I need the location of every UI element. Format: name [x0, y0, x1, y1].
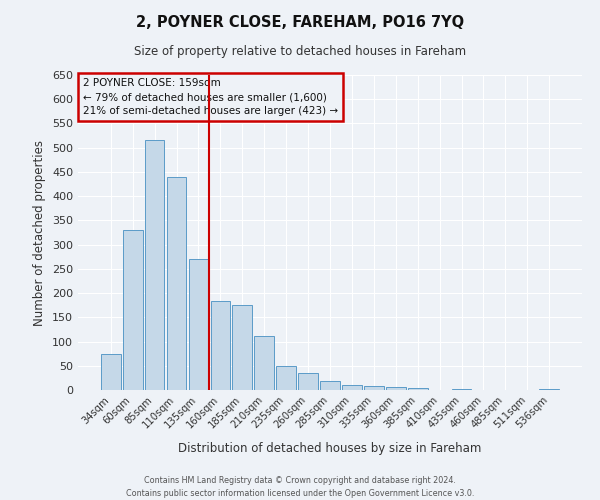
Text: Contains HM Land Registry data © Crown copyright and database right 2024.
Contai: Contains HM Land Registry data © Crown c…: [126, 476, 474, 498]
Bar: [386, 387, 406, 390]
Bar: [408, 388, 428, 390]
Bar: [232, 305, 252, 390]
Bar: [167, 177, 187, 390]
Bar: [298, 373, 318, 390]
Bar: [539, 388, 559, 390]
X-axis label: Distribution of detached houses by size in Fareham: Distribution of detached houses by size …: [178, 442, 482, 454]
Text: 2 POYNER CLOSE: 159sqm
← 79% of detached houses are smaller (1,600)
21% of semi-: 2 POYNER CLOSE: 159sqm ← 79% of detached…: [83, 78, 338, 116]
Bar: [342, 385, 362, 390]
Bar: [254, 336, 274, 390]
Bar: [101, 354, 121, 390]
Bar: [276, 366, 296, 390]
Bar: [123, 230, 143, 390]
Bar: [320, 382, 340, 390]
Bar: [211, 302, 230, 390]
Bar: [452, 388, 472, 390]
Bar: [145, 140, 164, 390]
Bar: [364, 386, 384, 390]
Y-axis label: Number of detached properties: Number of detached properties: [34, 140, 46, 326]
Text: 2, POYNER CLOSE, FAREHAM, PO16 7YQ: 2, POYNER CLOSE, FAREHAM, PO16 7YQ: [136, 15, 464, 30]
Bar: [188, 259, 208, 390]
Text: Size of property relative to detached houses in Fareham: Size of property relative to detached ho…: [134, 45, 466, 58]
